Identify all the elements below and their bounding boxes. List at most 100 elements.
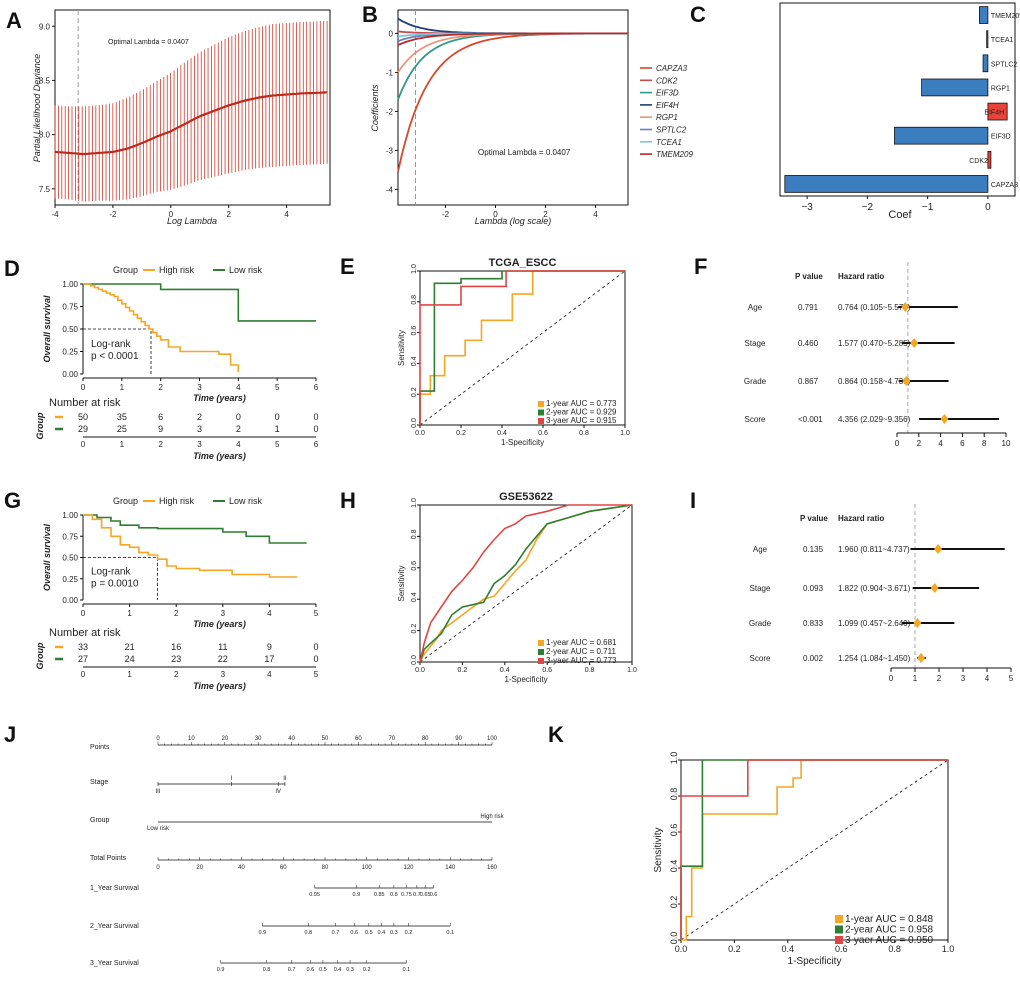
j-survival-label: 0.6 — [350, 930, 358, 936]
j-stage-label: IV — [275, 789, 281, 795]
f-xtick-label: 6 — [960, 439, 965, 448]
j-survival-label: 0.8 — [390, 892, 398, 898]
d-ytick-label: 0.75 — [62, 303, 78, 312]
b-legend-label: EIF3D — [656, 89, 679, 98]
k-xlabel: 1-Specificity — [788, 956, 842, 967]
e-legend-swatch — [538, 401, 544, 407]
f-header-hr: Hazard ratio — [838, 272, 884, 281]
b-legend-label: TMEM209 — [656, 150, 693, 159]
h-roc-curve — [419, 504, 633, 663]
f-hr-point — [910, 338, 919, 348]
g-risk-high: 16 — [171, 642, 181, 652]
e-ytick-label: 0.6 — [411, 326, 418, 336]
b-coef-line — [397, 17, 628, 35]
d-legend-label: High risk — [159, 265, 195, 275]
f-row-label: Age — [748, 303, 763, 312]
g-risk-high: 21 — [125, 642, 135, 652]
j-stage-label: III — [155, 789, 160, 795]
k-xtick-label: 1.0 — [942, 944, 955, 954]
b-xtick-label: 0 — [493, 210, 498, 219]
panel-label-F: F — [694, 254, 707, 279]
panel-label-A: A — [6, 8, 22, 33]
i-xtick-label: 2 — [937, 674, 942, 683]
c-bar — [982, 54, 989, 73]
j-label-points: Points — [90, 744, 110, 751]
j-label-survival: 1_Year Survival — [90, 885, 139, 892]
h-legend-label: 1-year AUC = 0.681 — [546, 638, 617, 647]
j-survival-label: 0.3 — [346, 967, 354, 973]
d-risk-low: 25 — [117, 424, 127, 434]
k-legend-label: 2-year AUC = 0.958 — [845, 925, 934, 936]
g-risk-time: 5 — [314, 670, 319, 679]
g-median-line — [83, 557, 159, 600]
e-legend-label: 2-year AUC = 0.929 — [546, 408, 617, 417]
j-survival-label: 0.4 — [334, 967, 342, 973]
b-ytick-label: -1 — [386, 68, 394, 77]
j-survival-label: 0.5 — [365, 930, 373, 936]
panel-b-frame — [397, 9, 629, 206]
i-row-label: Score — [750, 654, 771, 663]
f-row-label: Score — [745, 415, 766, 424]
i-xtick-label: 4 — [985, 674, 990, 683]
j-survival-label: 0.1 — [403, 967, 411, 973]
j-survival-label: 0.1 — [446, 930, 454, 936]
j-points-label: 0 — [156, 736, 160, 742]
d-logrank-line2: p < 0.0001 — [91, 351, 139, 362]
g-risk-high: 9 — [267, 642, 272, 652]
j-survival-label: 0.75 — [401, 892, 412, 898]
i-row-label: Stage — [750, 584, 771, 593]
a-ytick-label: 8.5 — [39, 76, 51, 85]
h-xlabel: 1-Specificity — [504, 675, 547, 684]
j-survival-label: 0.7 — [413, 892, 421, 898]
f-xtick-label: 4 — [938, 439, 943, 448]
k-ytick-label: 0.2 — [669, 896, 679, 909]
e-xtick-label: 0.2 — [456, 430, 466, 437]
i-header-hr: Hazard ratio — [838, 514, 884, 523]
i-row-label: Age — [753, 545, 768, 554]
g-risk-low: 17 — [264, 654, 274, 664]
c-xtick-label: 0 — [985, 202, 991, 213]
f-row-hr: 0.864 (0.158~4.730) — [838, 377, 911, 386]
d-xtick-label: 5 — [275, 383, 280, 392]
j-total-label: 80 — [322, 865, 329, 871]
g-risk-time: 3 — [221, 670, 226, 679]
e-xtick-label: 0.6 — [538, 430, 548, 437]
panel-label-K: K — [548, 722, 564, 747]
h-xtick-label: 0.2 — [458, 667, 468, 674]
i-row-hr: 1.960 (0.811~4.737) — [838, 545, 910, 554]
f-hr-point — [901, 302, 910, 312]
k-legend-swatch — [835, 925, 843, 934]
panel-label-E: E — [340, 254, 355, 279]
g-risk-low: 24 — [125, 654, 135, 664]
c-bar-label: EIF3D — [991, 134, 1011, 141]
k-roc-curve — [681, 759, 948, 941]
g-risk-xlabel: Time (years) — [193, 681, 246, 691]
g-ytick-label: 0.75 — [62, 532, 78, 541]
j-total-label: 100 — [362, 865, 373, 871]
d-legend-label: Low risk — [229, 265, 263, 275]
j-survival-label: 0.85 — [374, 892, 385, 898]
d-risk-xlabel: Time (years) — [193, 451, 246, 461]
c-xtick-label: −2 — [862, 202, 874, 213]
panel-label-H: H — [340, 488, 356, 513]
k-ytick-label: 0.6 — [669, 824, 679, 837]
d-risk-time: 3 — [197, 440, 202, 449]
f-row-label: Stage — [745, 339, 766, 348]
e-xtick-label: 0.8 — [579, 430, 589, 437]
b-xtick-label: -2 — [442, 210, 450, 219]
e-ylabel: Sensitivity — [397, 330, 406, 366]
c-bar — [784, 175, 989, 193]
c-xtick-label: −1 — [922, 202, 934, 213]
d-risk-low: 0 — [313, 424, 318, 434]
g-ytick-label: 1.00 — [62, 511, 78, 520]
e-legend-label: 3-yaer AUC = 0.915 — [546, 416, 617, 425]
e-legend-swatch — [538, 418, 544, 424]
i-xtick-label: 5 — [1009, 674, 1014, 683]
j-survival-label: 0.9 — [352, 892, 360, 898]
h-legend-label: 2-year AUC = 0.711 — [546, 647, 616, 656]
d-risk-title: Number at risk — [49, 397, 121, 409]
d-risk-high: 35 — [117, 412, 127, 422]
h-legend-swatch — [538, 640, 544, 646]
b-xlabel: Lambda (log scale) — [475, 216, 552, 226]
k-ytick-label: 0.8 — [669, 788, 679, 801]
